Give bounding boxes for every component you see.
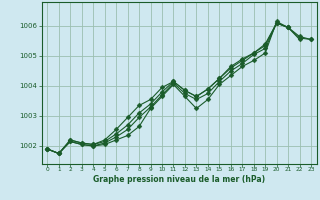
X-axis label: Graphe pression niveau de la mer (hPa): Graphe pression niveau de la mer (hPa) bbox=[93, 175, 265, 184]
